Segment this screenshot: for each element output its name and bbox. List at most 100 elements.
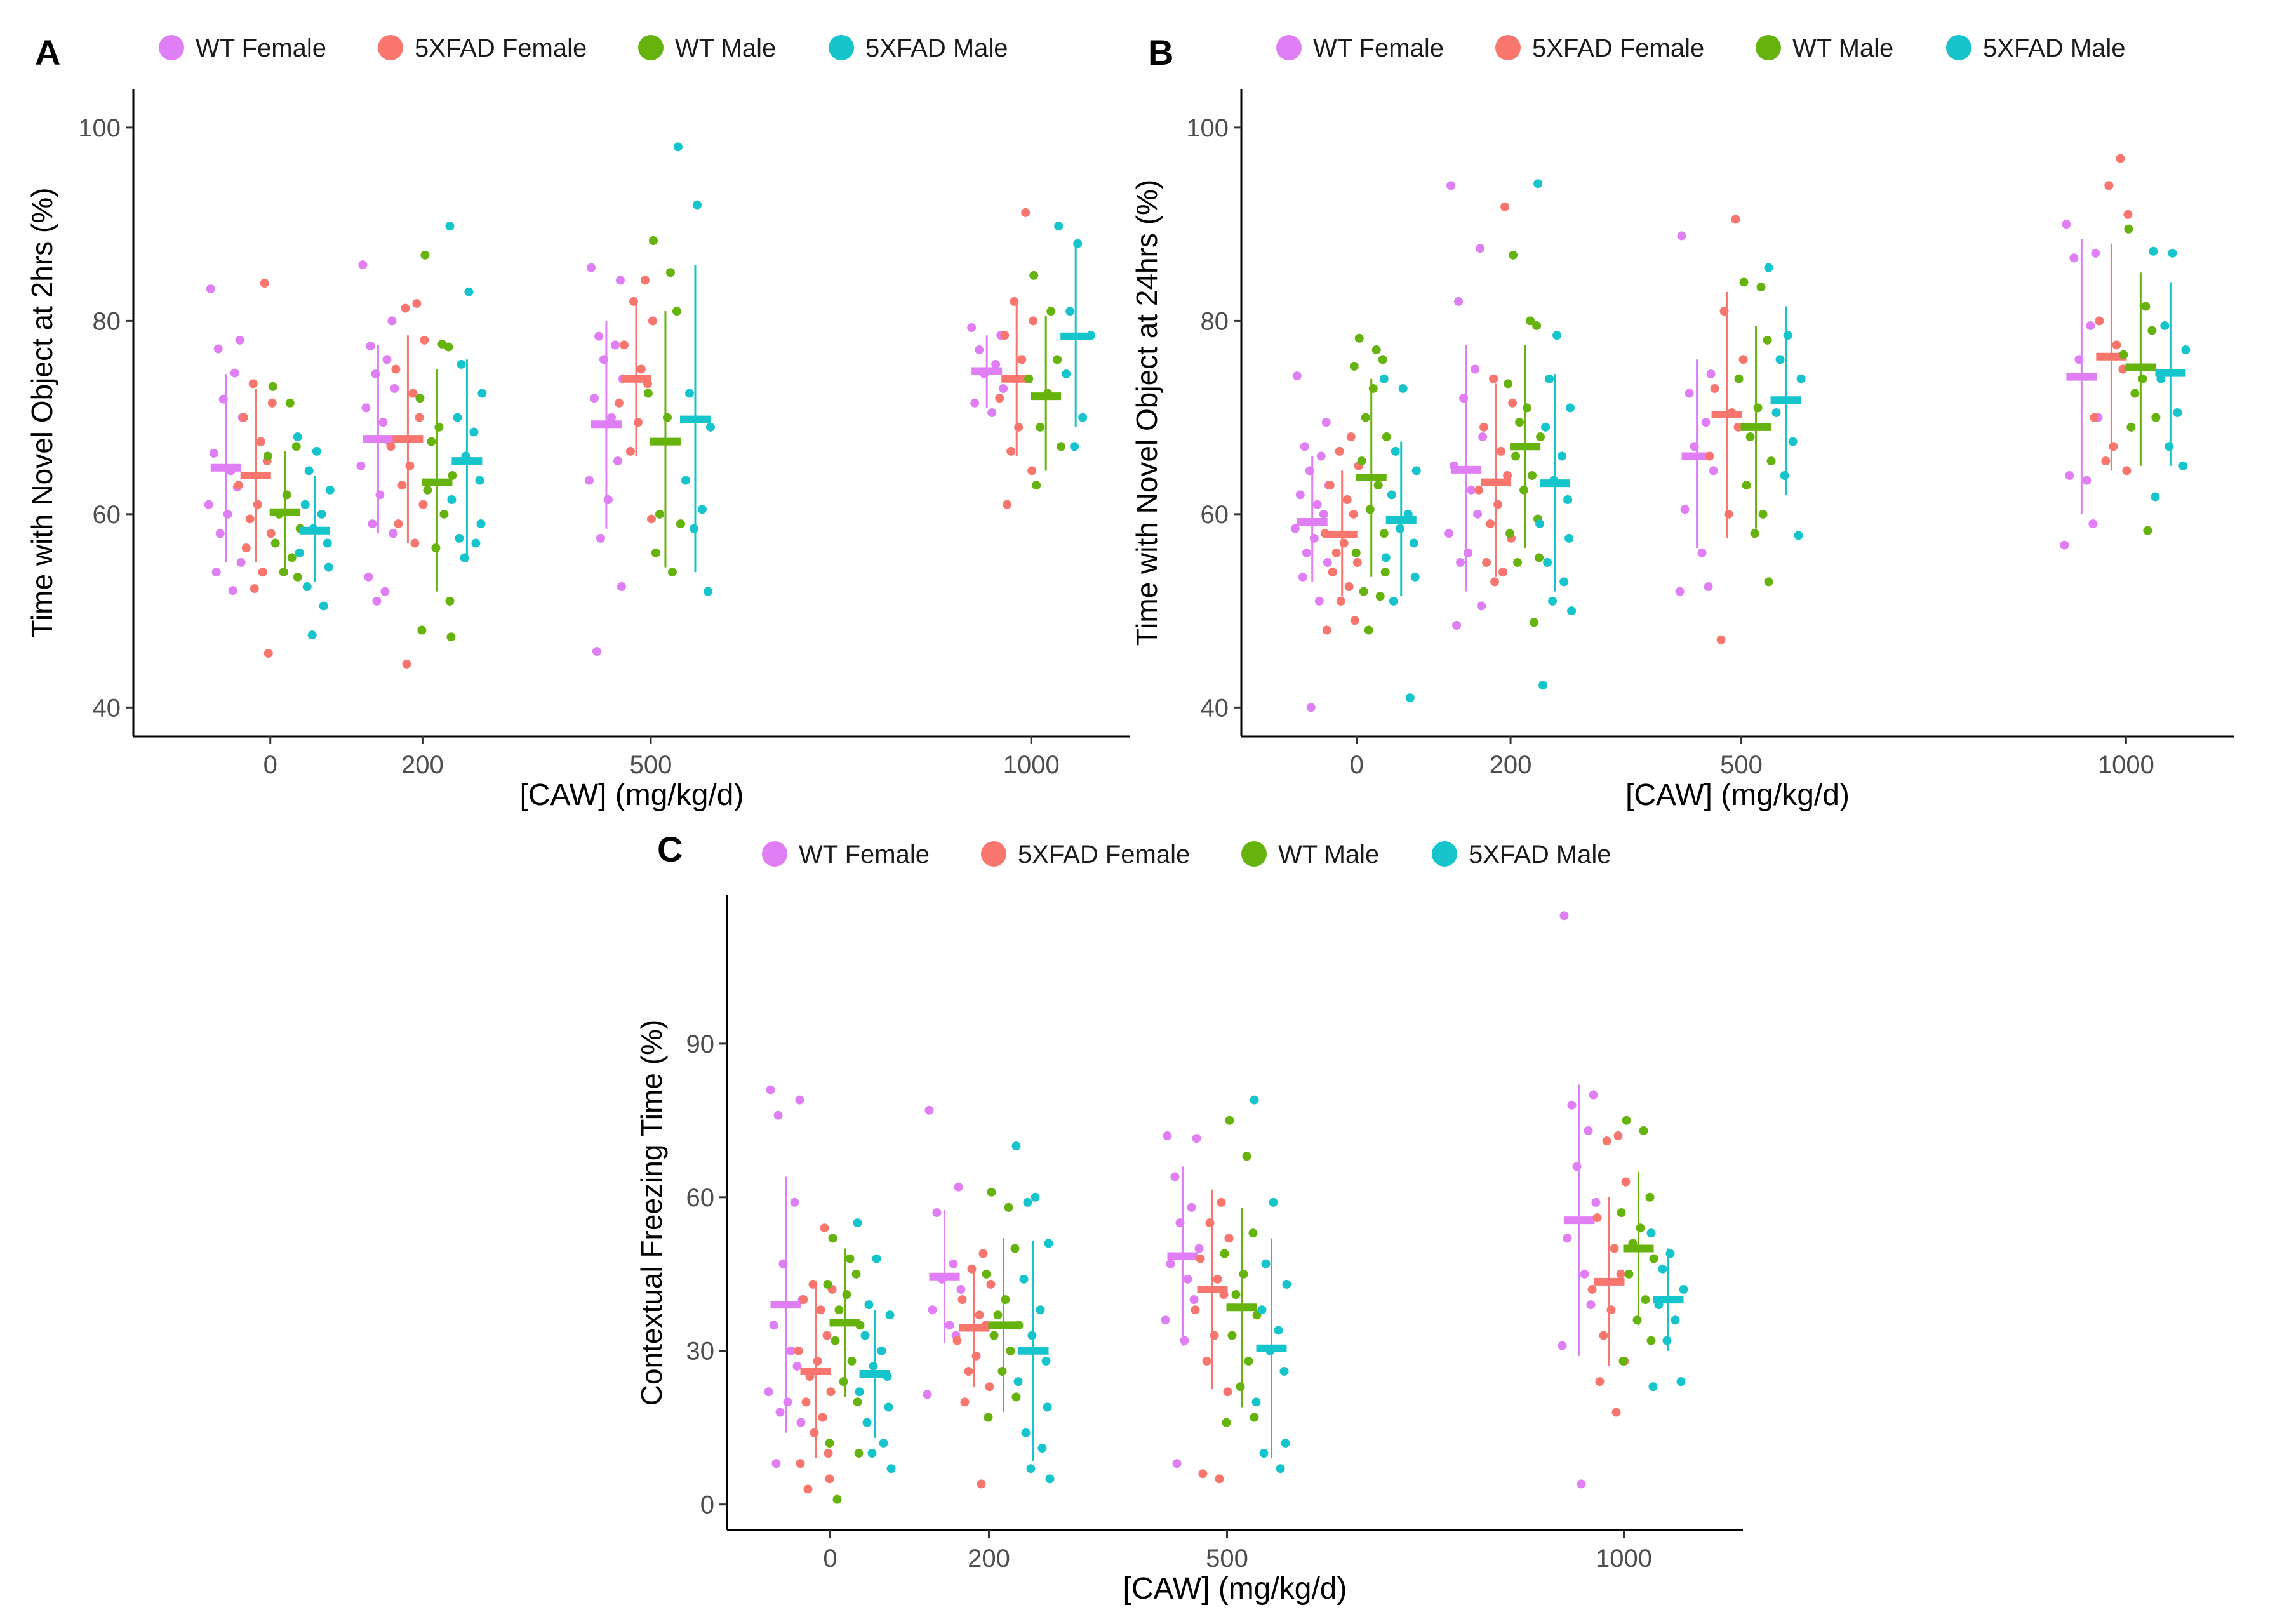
data-point — [986, 1279, 996, 1289]
data-point — [266, 529, 276, 538]
data-point — [1274, 1326, 1283, 1335]
data-point — [960, 1397, 970, 1407]
data-point — [867, 1449, 877, 1458]
x-tick-label: 500 — [1720, 751, 1763, 779]
data-point — [1764, 263, 1773, 272]
legend-label: WT Male — [1278, 841, 1379, 869]
data-point — [872, 1254, 881, 1263]
data-point — [879, 1438, 888, 1448]
legend-label: WT Male — [675, 34, 776, 62]
data-point — [1697, 548, 1707, 557]
panel-label: C — [657, 829, 683, 869]
legend-label: 5XFAD Male — [865, 34, 1008, 62]
data-point — [1196, 1254, 1205, 1263]
data-point — [477, 389, 487, 398]
data-point — [1764, 577, 1773, 587]
data-point — [1261, 1259, 1271, 1268]
data-point — [1646, 1336, 1656, 1345]
data-point — [1558, 1341, 1567, 1350]
data-point — [822, 1331, 832, 1340]
legend-key — [1946, 35, 1971, 60]
data-point — [1349, 509, 1358, 519]
data-point — [1545, 374, 1554, 383]
data-point — [1352, 557, 1362, 567]
legend: WT Female 5XFAD Female WT Male 5XFAD Male — [159, 34, 1008, 62]
data-point — [692, 200, 702, 210]
x-axis-title: [CAW] (mg/kg/d) — [1625, 778, 1850, 812]
data-point — [1298, 572, 1307, 582]
data-point — [258, 568, 267, 577]
data-point — [864, 1300, 874, 1310]
data-point — [2143, 526, 2152, 535]
data-point — [834, 1305, 844, 1315]
data-point — [1613, 1131, 1623, 1141]
data-point — [228, 586, 237, 596]
data-point — [1319, 509, 1328, 519]
data-point — [956, 1284, 966, 1294]
data-point — [1500, 202, 1510, 211]
data-point — [378, 418, 388, 427]
data-point — [2104, 181, 2114, 190]
data-point — [245, 514, 255, 524]
data-point — [603, 495, 613, 505]
data-point — [801, 1397, 811, 1407]
data-point — [1618, 1356, 1628, 1366]
data-point — [1295, 490, 1305, 500]
data-point — [1558, 451, 1567, 461]
data-point — [1316, 451, 1326, 461]
data-point — [1405, 693, 1415, 703]
series-wt-female — [764, 911, 1601, 1489]
series-wt-female — [1290, 181, 2103, 712]
data-point — [1409, 538, 1418, 548]
data-point — [1783, 331, 1792, 340]
data-point — [1187, 1202, 1196, 1212]
data-point — [268, 382, 277, 391]
data-point — [1477, 601, 1486, 611]
legend-label: WT Male — [1792, 34, 1893, 62]
data-point — [263, 451, 272, 461]
data-point — [790, 1197, 799, 1207]
data-point — [423, 485, 432, 495]
data-point — [813, 1356, 822, 1366]
data-point — [606, 413, 616, 422]
data-point — [304, 466, 314, 476]
data-point — [820, 1223, 829, 1233]
data-point — [839, 1377, 848, 1387]
data-point — [402, 659, 411, 669]
data-point — [389, 529, 398, 538]
data-point — [1198, 1469, 1208, 1479]
data-point — [2095, 316, 2104, 326]
data-point — [211, 568, 221, 577]
data-point — [1621, 1177, 1631, 1187]
data-point — [2126, 422, 2136, 432]
legend-key — [762, 841, 787, 867]
data-point — [1248, 1228, 1258, 1238]
data-point — [204, 500, 213, 509]
data-point — [455, 533, 464, 543]
data-point — [1452, 620, 1462, 630]
legend-key — [1276, 35, 1302, 60]
data-point — [386, 442, 396, 451]
data-point — [614, 398, 624, 408]
data-point — [667, 568, 677, 577]
data-point — [615, 276, 625, 285]
data-point — [640, 276, 650, 285]
data-point — [1731, 215, 1740, 224]
data-point — [1471, 364, 1480, 374]
data-point — [1027, 1331, 1037, 1340]
data-point — [387, 316, 397, 326]
data-point — [1464, 548, 1473, 557]
data-point — [619, 340, 629, 350]
data-point — [1526, 316, 1535, 326]
data-point — [932, 1208, 942, 1217]
y-tick-label: 40 — [93, 694, 121, 722]
data-point — [394, 519, 403, 529]
data-point — [1365, 505, 1375, 514]
data-point — [676, 519, 685, 529]
data-point — [2091, 248, 2100, 258]
legend-label: 5XFAD Female — [1532, 34, 1704, 62]
data-point — [689, 524, 698, 533]
legend-key — [159, 35, 184, 60]
data-point — [1213, 1274, 1222, 1284]
series-wt-female — [204, 260, 1008, 656]
